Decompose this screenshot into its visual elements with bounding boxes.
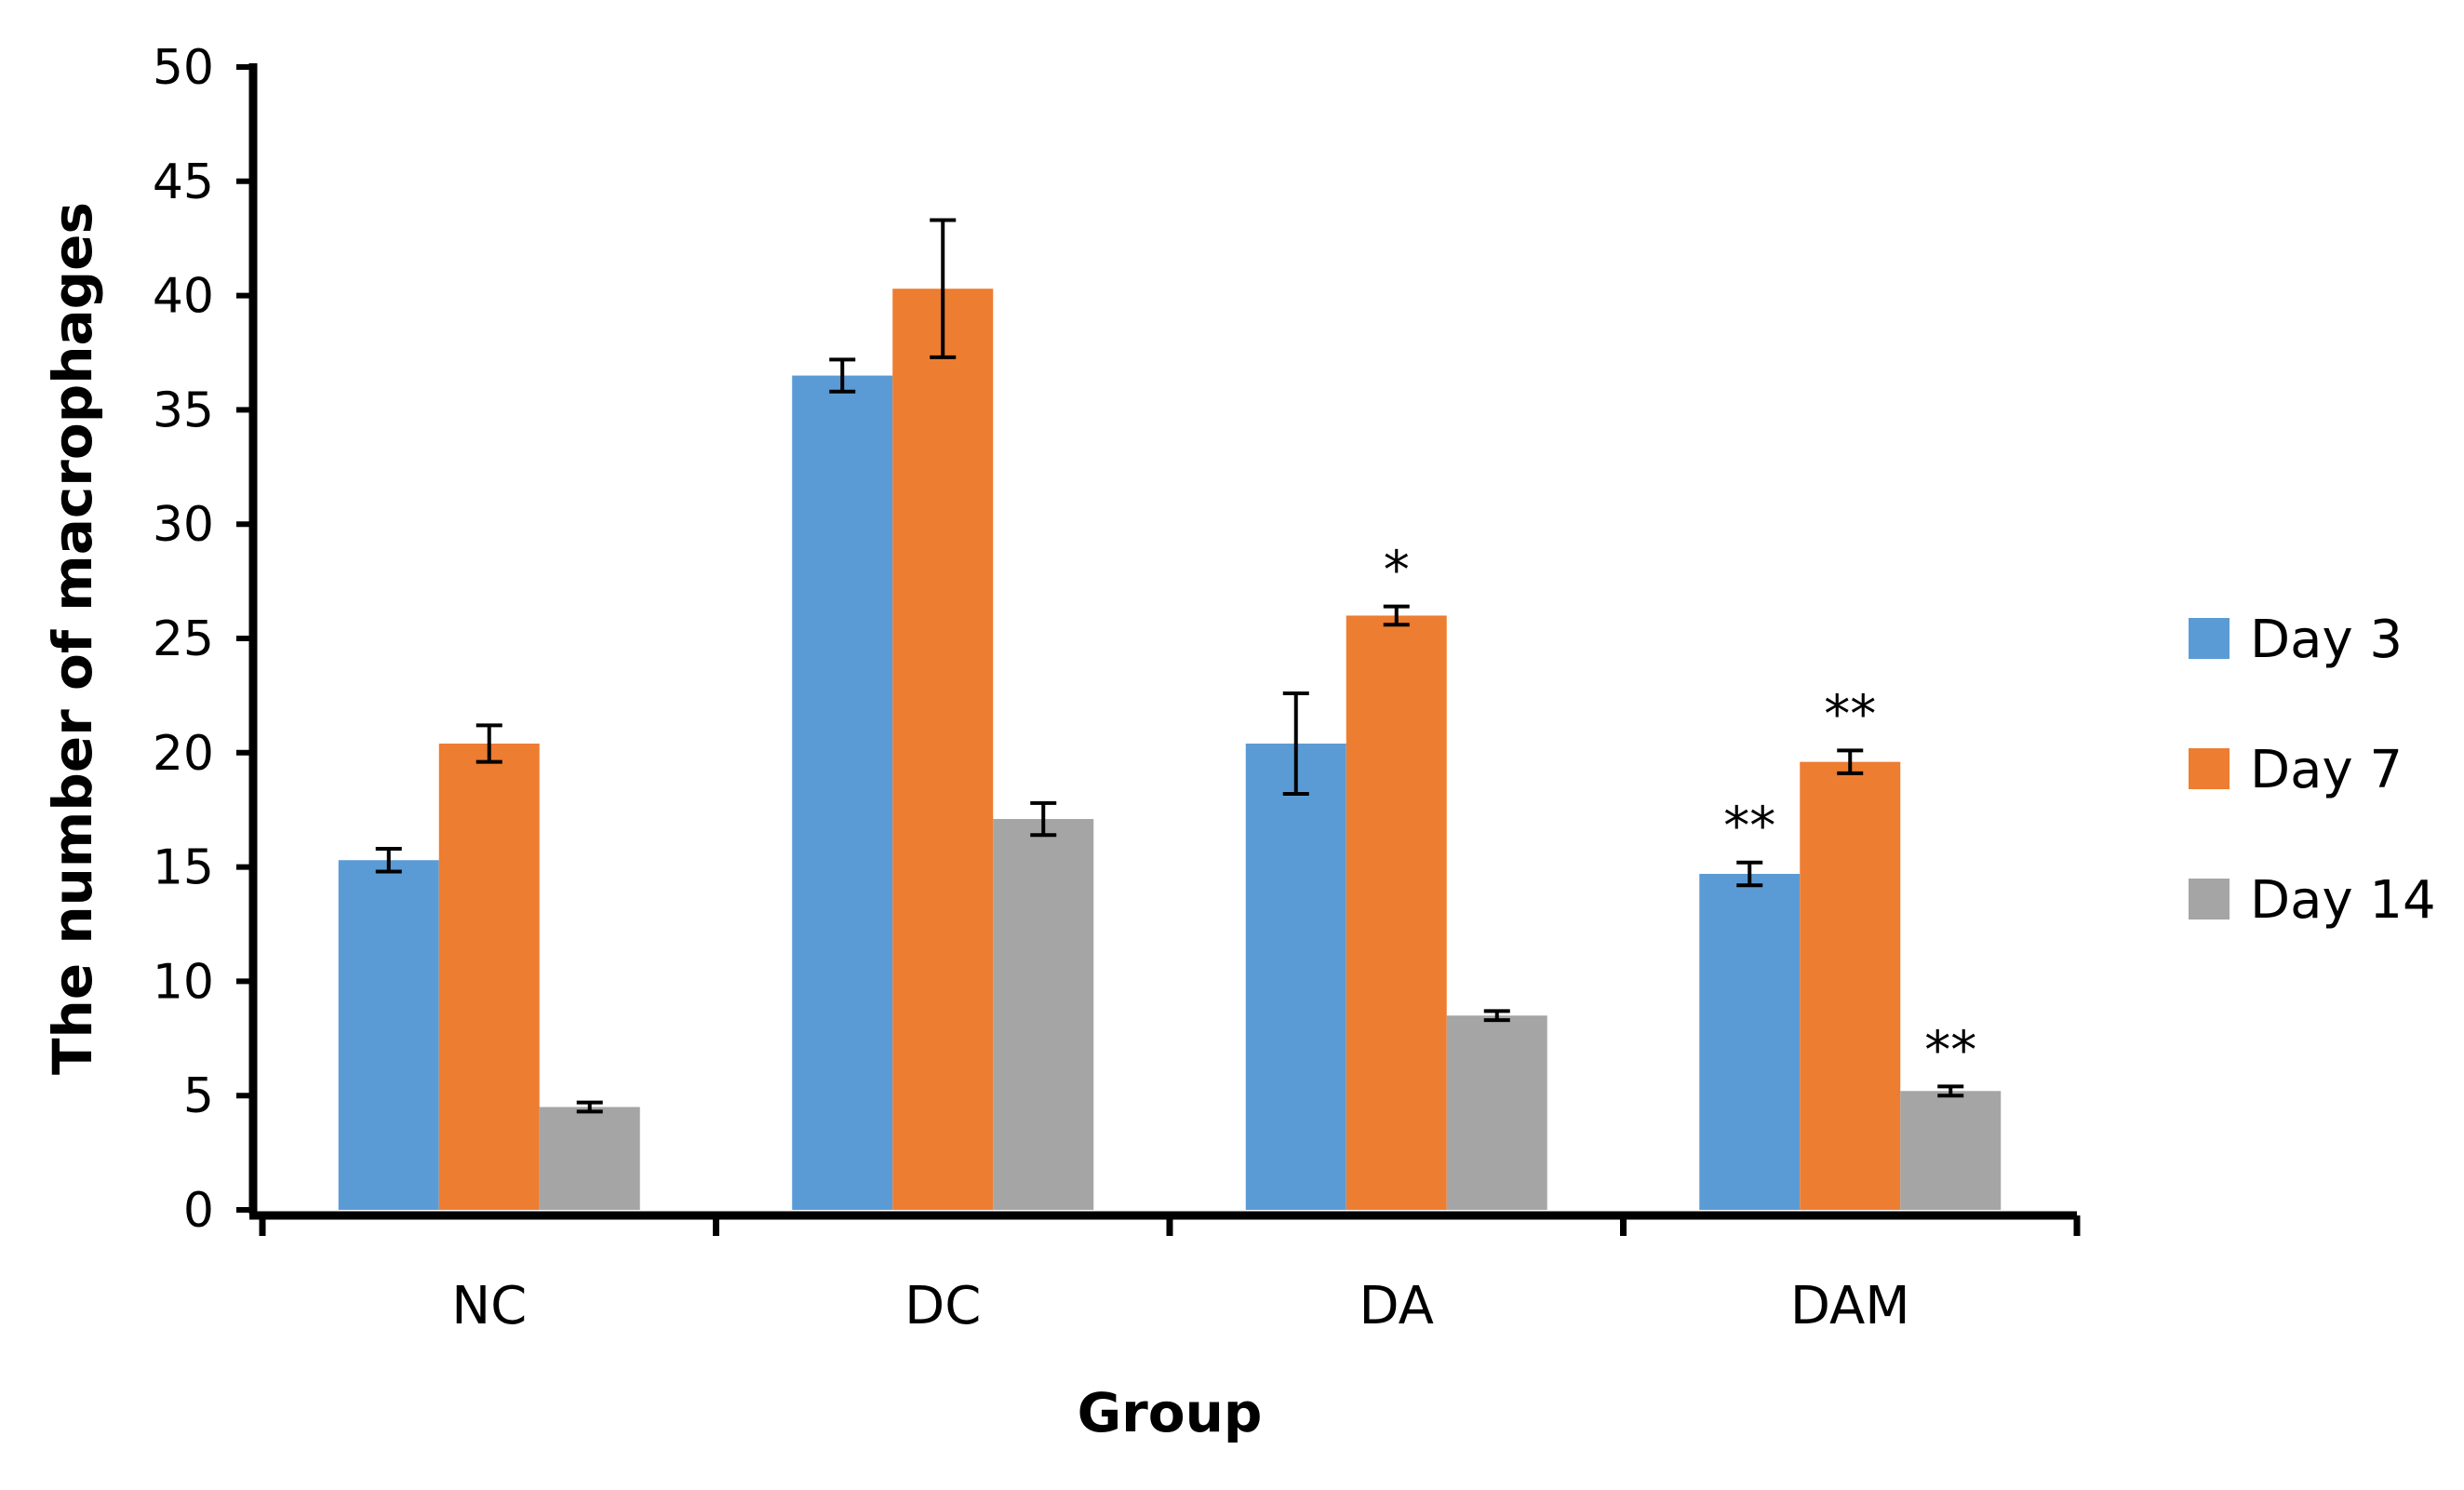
legend-swatch-day-3: [2189, 618, 2230, 659]
y-tick-label-20: 20: [153, 726, 214, 782]
legend-label-day-7: Day 7: [2250, 740, 2403, 800]
legend-label-day-3: Day 3: [2250, 610, 2403, 670]
bar-da-day-3: [1245, 743, 1346, 1210]
error-bars-layer: [375, 218, 1964, 1114]
bar-dc-day-3: [792, 375, 893, 1210]
legend-swatch-day-7: [2189, 748, 2230, 789]
bar-dam-day-3: [1699, 873, 1801, 1210]
y-tick-label-30: 30: [153, 497, 214, 553]
error-bar-dc-day-7: [930, 218, 957, 359]
error-bar-dam-day-3: [1736, 860, 1763, 888]
bar-dc-day-7: [892, 289, 994, 1210]
bar-nc-day-7: [438, 743, 540, 1210]
y-tick-label-45: 45: [153, 154, 214, 210]
bar-dc-day-14: [993, 819, 1094, 1210]
bar-nc-day-14: [539, 1107, 640, 1210]
y-tick-label-50: 50: [153, 40, 214, 96]
error-bar-dc-day-3: [829, 357, 856, 394]
y-axis-title: The number of macrophages: [41, 202, 104, 1075]
error-bar-dc-day-14: [1030, 800, 1057, 838]
bar-nc-day-3: [338, 860, 439, 1210]
y-tick-label-15: 15: [153, 840, 214, 896]
error-bar-dam-day-14: [1937, 1084, 1964, 1098]
significance-dam-day-14: **: [1924, 1020, 1976, 1081]
legend-item-day-3: Day 3: [2189, 610, 2403, 670]
bars-layer: [338, 289, 2002, 1210]
legend-item-day-14: Day 14: [2189, 870, 2436, 931]
legend: Day 3 Day 7 Day 14: [2189, 610, 2436, 931]
y-tick-label-25: 25: [153, 611, 214, 667]
error-bar-dam-day-7: [1837, 748, 1864, 775]
error-bar-nc-day-3: [375, 846, 402, 874]
bar-dam-day-14: [1900, 1091, 2002, 1210]
y-tick-label-35: 35: [153, 383, 214, 438]
error-bar-da-day-14: [1483, 1009, 1510, 1023]
y-tick-label-10: 10: [153, 954, 214, 1010]
error-bar-nc-day-7: [475, 723, 502, 764]
axes-layer: 0 5 10 15 20 25 30 35 40 45 50 NC DC DA DAM: [153, 40, 2081, 1336]
significance-layer: *******: [1384, 541, 1977, 1081]
y-tick-label-40: 40: [153, 269, 214, 325]
bar-dam-day-7: [1800, 761, 1901, 1210]
legend-item-day-7: Day 7: [2189, 740, 2403, 800]
x-axis-title: Group: [1078, 1381, 1263, 1444]
significance-dam-day-3: **: [1723, 797, 1775, 857]
error-bar-da-day-7: [1383, 604, 1410, 627]
error-bar-da-day-3: [1282, 691, 1309, 797]
y-tick-label-5: 5: [183, 1068, 214, 1124]
legend-label-day-14: Day 14: [2250, 870, 2436, 931]
x-category-label-dc: DC: [904, 1276, 981, 1336]
significance-da-day-7: *: [1384, 541, 1410, 601]
y-tick-label-0: 0: [183, 1183, 214, 1239]
x-category-label-da: DA: [1359, 1276, 1434, 1336]
significance-dam-day-7: **: [1824, 684, 1876, 745]
bar-da-day-14: [1446, 1015, 1547, 1210]
bar-da-day-7: [1346, 615, 1447, 1210]
error-bar-nc-day-14: [576, 1100, 603, 1114]
legend-swatch-day-14: [2189, 879, 2230, 920]
x-category-label-nc: NC: [451, 1276, 527, 1336]
x-category-label-dam: DAM: [1790, 1276, 1910, 1336]
